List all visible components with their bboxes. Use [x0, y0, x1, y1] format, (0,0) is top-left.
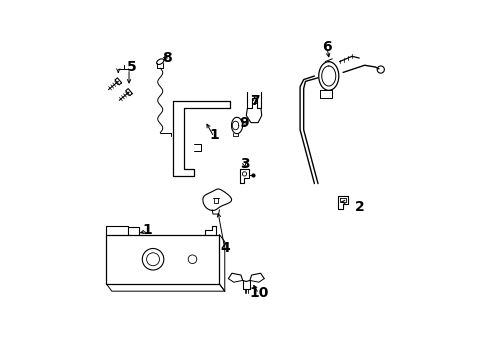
Text: 6: 6 [322, 40, 331, 54]
Text: 9: 9 [239, 116, 249, 130]
Text: 1: 1 [209, 128, 219, 142]
Text: 4: 4 [220, 241, 229, 255]
Text: 10: 10 [249, 286, 268, 300]
Text: 1: 1 [142, 223, 152, 237]
Text: 2: 2 [354, 200, 364, 214]
Text: 8: 8 [162, 51, 172, 65]
Text: 3: 3 [239, 157, 249, 171]
Text: 5: 5 [126, 60, 136, 74]
Text: 7: 7 [250, 94, 260, 108]
